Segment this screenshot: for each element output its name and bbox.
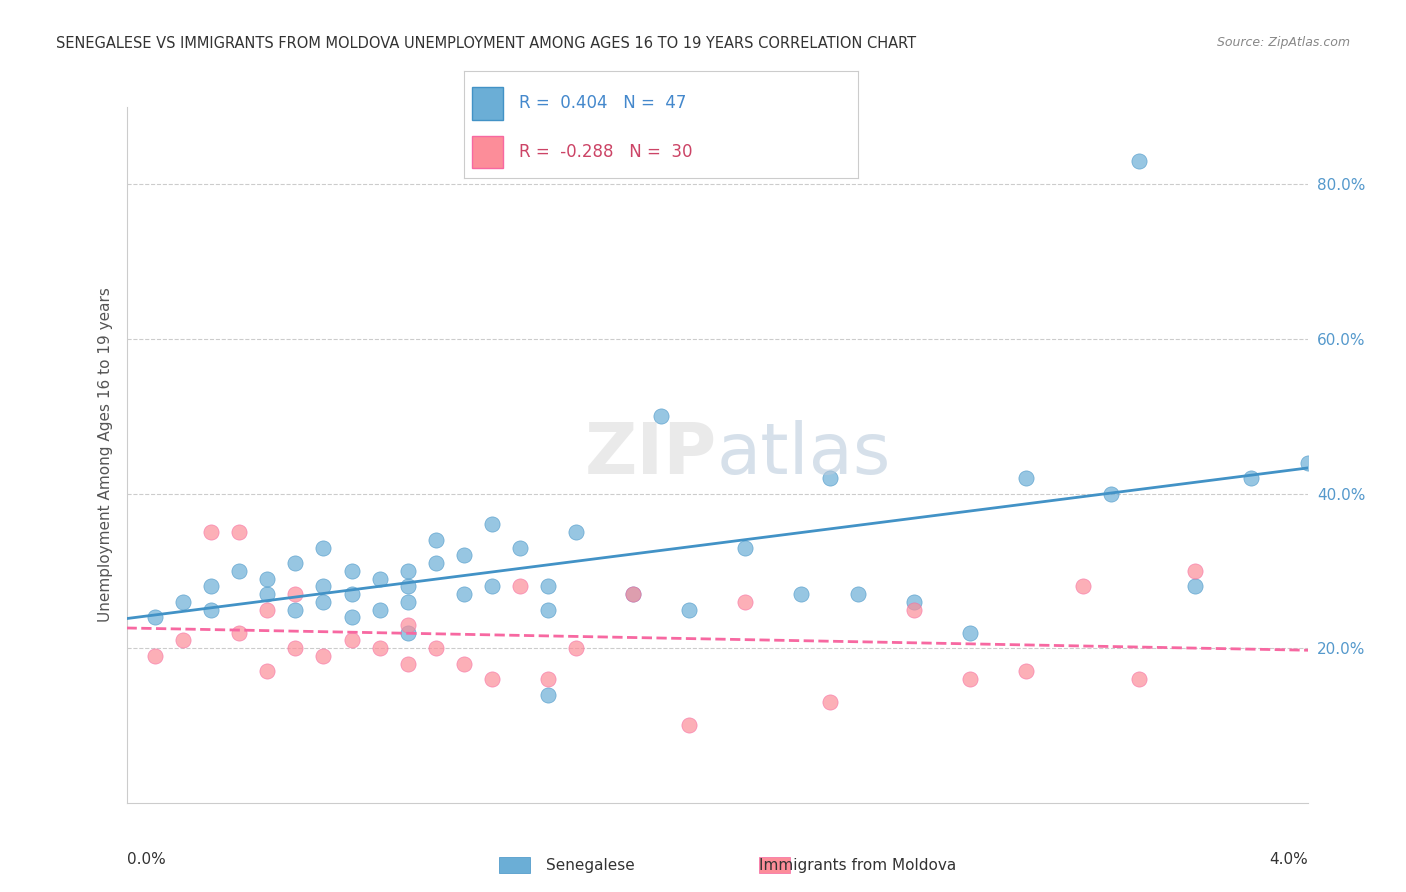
Point: [537, 602, 560, 616]
Point: [509, 579, 531, 593]
Point: [256, 665, 278, 679]
Point: [621, 587, 644, 601]
Point: [903, 602, 925, 616]
Point: [1015, 665, 1038, 679]
Text: ZIP: ZIP: [585, 420, 717, 490]
Point: [959, 625, 981, 640]
Point: [340, 564, 363, 578]
Point: [312, 648, 335, 663]
Point: [1099, 486, 1122, 500]
Point: [368, 641, 391, 656]
Point: [453, 657, 475, 671]
Point: [340, 633, 363, 648]
Point: [537, 688, 560, 702]
Point: [256, 572, 278, 586]
Point: [425, 533, 447, 547]
Point: [396, 564, 419, 578]
Text: R =  0.404   N =  47: R = 0.404 N = 47: [519, 95, 686, 112]
Point: [1128, 672, 1150, 686]
Point: [565, 525, 588, 540]
Text: atlas: atlas: [717, 420, 891, 490]
Point: [650, 409, 672, 424]
Point: [903, 595, 925, 609]
Y-axis label: Unemployment Among Ages 16 to 19 years: Unemployment Among Ages 16 to 19 years: [97, 287, 112, 623]
Point: [425, 641, 447, 656]
Point: [818, 471, 841, 485]
Point: [481, 672, 503, 686]
Point: [537, 672, 560, 686]
Point: [200, 525, 222, 540]
Point: [200, 602, 222, 616]
Text: 4.0%: 4.0%: [1268, 852, 1308, 866]
Point: [734, 541, 756, 555]
Point: [228, 625, 250, 640]
Point: [284, 641, 307, 656]
Point: [1240, 471, 1263, 485]
Point: [340, 610, 363, 624]
Point: [734, 595, 756, 609]
Point: [312, 595, 335, 609]
Point: [453, 549, 475, 563]
Text: SENEGALESE VS IMMIGRANTS FROM MOLDOVA UNEMPLOYMENT AMONG AGES 16 TO 19 YEARS COR: SENEGALESE VS IMMIGRANTS FROM MOLDOVA UN…: [56, 36, 917, 51]
Point: [1015, 471, 1038, 485]
Point: [1184, 579, 1206, 593]
Point: [284, 556, 307, 570]
Text: R =  -0.288   N =  30: R = -0.288 N = 30: [519, 143, 693, 161]
Point: [1071, 579, 1094, 593]
Point: [1296, 456, 1319, 470]
Text: Source: ZipAtlas.com: Source: ZipAtlas.com: [1216, 36, 1350, 49]
Point: [425, 556, 447, 570]
Point: [790, 587, 813, 601]
Point: [846, 587, 869, 601]
Point: [200, 579, 222, 593]
Point: [256, 587, 278, 601]
Text: 0.0%: 0.0%: [127, 852, 166, 866]
Point: [284, 587, 307, 601]
Point: [256, 602, 278, 616]
Point: [228, 525, 250, 540]
Point: [959, 672, 981, 686]
Point: [537, 579, 560, 593]
Point: [1184, 564, 1206, 578]
Point: [396, 579, 419, 593]
Point: [509, 541, 531, 555]
Point: [396, 618, 419, 632]
Point: [481, 579, 503, 593]
Point: [368, 602, 391, 616]
Point: [565, 641, 588, 656]
Point: [172, 595, 194, 609]
Point: [818, 695, 841, 709]
Point: [453, 587, 475, 601]
Point: [368, 572, 391, 586]
Point: [396, 595, 419, 609]
Point: [481, 517, 503, 532]
Point: [340, 587, 363, 601]
Point: [312, 541, 335, 555]
Point: [396, 625, 419, 640]
Point: [312, 579, 335, 593]
Point: [143, 648, 166, 663]
Point: [396, 657, 419, 671]
Point: [1128, 154, 1150, 169]
Point: [621, 587, 644, 601]
Point: [172, 633, 194, 648]
Point: [228, 564, 250, 578]
Text: Senegalese: Senegalese: [546, 858, 636, 872]
FancyBboxPatch shape: [472, 136, 503, 168]
FancyBboxPatch shape: [472, 87, 503, 120]
Point: [678, 602, 700, 616]
Point: [284, 602, 307, 616]
Point: [143, 610, 166, 624]
Point: [678, 718, 700, 732]
Text: Immigrants from Moldova: Immigrants from Moldova: [759, 858, 956, 872]
